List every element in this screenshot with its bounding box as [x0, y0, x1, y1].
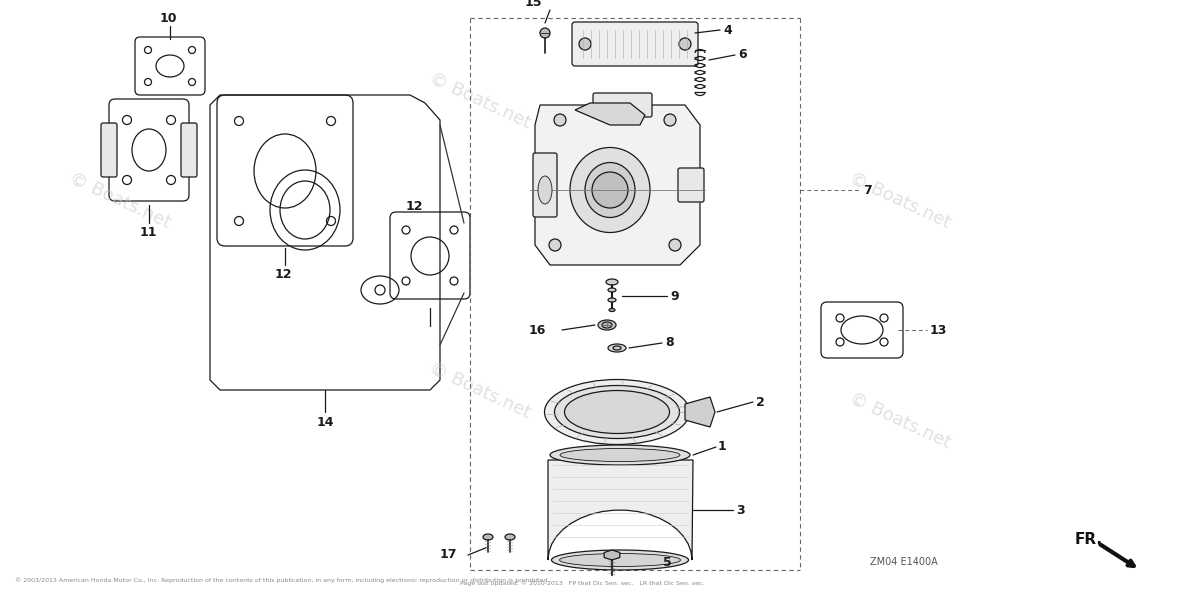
Text: ZM04 E1400A: ZM04 E1400A	[870, 557, 938, 567]
Text: FR.: FR.	[1075, 533, 1103, 547]
FancyBboxPatch shape	[533, 153, 557, 217]
Ellipse shape	[608, 288, 616, 292]
PathPatch shape	[535, 105, 700, 265]
Text: Page last updated: © 2010-2013   FP that Dic Sen. sec.   LR that Dic Sen. sec.: Page last updated: © 2010-2013 FP that D…	[460, 580, 704, 586]
Ellipse shape	[555, 386, 680, 439]
FancyBboxPatch shape	[678, 168, 704, 202]
Ellipse shape	[551, 550, 688, 570]
Ellipse shape	[570, 148, 650, 233]
Ellipse shape	[559, 553, 681, 566]
Circle shape	[664, 114, 676, 126]
Ellipse shape	[560, 449, 680, 462]
Ellipse shape	[483, 534, 493, 540]
Text: © Boats.net: © Boats.net	[846, 168, 953, 231]
Polygon shape	[604, 550, 620, 560]
Text: 9: 9	[670, 290, 678, 302]
Circle shape	[592, 172, 628, 208]
Polygon shape	[548, 460, 693, 560]
Circle shape	[678, 38, 691, 50]
FancyBboxPatch shape	[101, 123, 117, 177]
Text: 2: 2	[756, 396, 765, 409]
Text: 5: 5	[663, 556, 671, 569]
Ellipse shape	[598, 320, 616, 330]
Ellipse shape	[608, 298, 616, 302]
FancyBboxPatch shape	[572, 22, 699, 66]
Text: 4: 4	[723, 23, 732, 36]
FancyBboxPatch shape	[181, 123, 197, 177]
Text: 12: 12	[275, 268, 293, 281]
Text: 12: 12	[406, 199, 424, 212]
Circle shape	[579, 38, 591, 50]
Text: 1: 1	[717, 440, 727, 453]
Ellipse shape	[607, 279, 618, 285]
Text: 15: 15	[525, 0, 543, 8]
Ellipse shape	[550, 445, 690, 465]
Text: © Boats.net: © Boats.net	[66, 168, 173, 231]
Ellipse shape	[612, 346, 621, 350]
Ellipse shape	[609, 308, 615, 312]
Text: 11: 11	[140, 227, 157, 240]
Text: © Boats.net: © Boats.net	[426, 359, 533, 421]
Text: © Boats.net: © Boats.net	[846, 389, 953, 452]
Ellipse shape	[544, 380, 689, 444]
Polygon shape	[575, 103, 645, 125]
Ellipse shape	[538, 176, 552, 204]
Text: 13: 13	[930, 324, 948, 337]
Text: © Boats.net: © Boats.net	[426, 68, 533, 131]
Ellipse shape	[585, 162, 635, 218]
Text: 10: 10	[160, 11, 177, 24]
Text: 16: 16	[529, 324, 546, 337]
Circle shape	[540, 28, 550, 38]
Polygon shape	[686, 397, 715, 427]
Text: 8: 8	[666, 337, 674, 349]
Circle shape	[553, 114, 566, 126]
Text: 7: 7	[863, 183, 872, 196]
Text: © 2003/2013 American Honda Motor Co., Inc. Reproduction of the contents of this : © 2003/2013 American Honda Motor Co., In…	[15, 577, 550, 583]
Circle shape	[549, 239, 560, 251]
Ellipse shape	[602, 322, 612, 328]
Ellipse shape	[505, 534, 514, 540]
Ellipse shape	[564, 390, 669, 434]
Ellipse shape	[608, 344, 627, 352]
Circle shape	[669, 239, 681, 251]
Text: 17: 17	[440, 549, 458, 562]
Text: 14: 14	[317, 415, 334, 428]
Text: 3: 3	[736, 503, 745, 516]
Text: 6: 6	[738, 49, 747, 61]
FancyBboxPatch shape	[594, 93, 653, 117]
